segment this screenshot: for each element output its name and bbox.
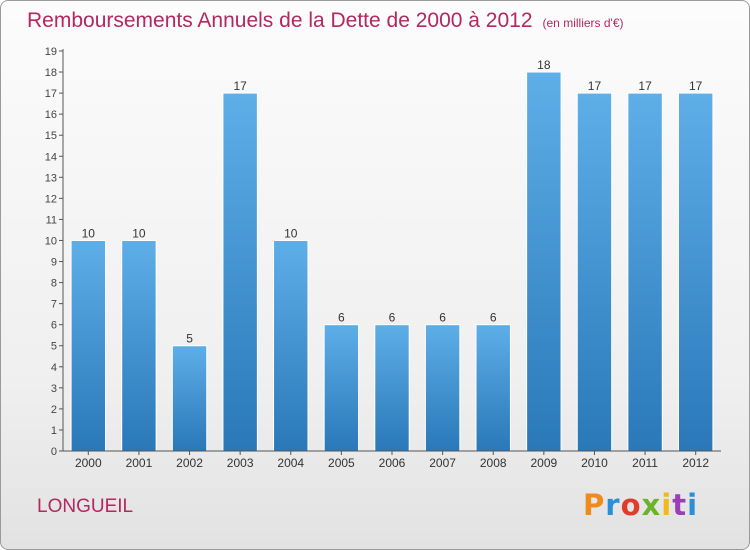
y-tick-label: 7 bbox=[51, 299, 57, 311]
y-tick-label: 9 bbox=[51, 257, 57, 269]
bar-2003 bbox=[222, 92, 258, 452]
data-label: 6 bbox=[389, 311, 396, 325]
data-label: 18 bbox=[537, 58, 551, 72]
y-tick-label: 15 bbox=[45, 130, 57, 142]
bar-2007 bbox=[424, 324, 461, 452]
logo-letter: r bbox=[605, 488, 621, 522]
x-tick-label: 2000 bbox=[75, 456, 102, 470]
y-tick-label: 3 bbox=[51, 383, 57, 395]
x-tick-label: 2004 bbox=[277, 456, 304, 470]
x-tick-label: 2002 bbox=[176, 456, 203, 470]
bar-2010 bbox=[576, 92, 613, 452]
x-tick-label: 2003 bbox=[227, 456, 254, 470]
y-tick-label: 0 bbox=[51, 446, 57, 458]
y-tick-label: 5 bbox=[51, 341, 57, 353]
chart-title: Remboursements Annuels de la Dette de 20… bbox=[27, 9, 624, 33]
bar-2001 bbox=[121, 239, 157, 452]
data-label: 17 bbox=[233, 79, 247, 93]
x-tick-label: 2012 bbox=[682, 456, 709, 470]
bar-2011 bbox=[627, 92, 663, 452]
y-tick-label: 18 bbox=[45, 67, 57, 79]
bar-2000 bbox=[70, 239, 107, 452]
x-tick-label: 2008 bbox=[480, 456, 507, 470]
y-tick-label: 12 bbox=[45, 193, 57, 205]
y-tick-label: 1 bbox=[51, 425, 57, 437]
bar-2012 bbox=[677, 92, 714, 452]
data-label: 17 bbox=[689, 79, 703, 93]
x-tick-label: 2005 bbox=[328, 456, 355, 470]
x-tick-label: 2010 bbox=[581, 456, 608, 470]
commune-name: LONGUEIL bbox=[37, 496, 134, 517]
logo-letter: o bbox=[620, 488, 642, 522]
data-label: 5 bbox=[186, 332, 193, 346]
x-tick-label: 2011 bbox=[632, 456, 658, 470]
data-label: 10 bbox=[82, 226, 96, 240]
chart-title-text: Remboursements Annuels de la Dette de 20… bbox=[27, 9, 533, 32]
y-tick-label: 10 bbox=[45, 235, 57, 247]
x-tick-label: 2001 bbox=[126, 456, 153, 470]
data-label: 17 bbox=[638, 79, 652, 93]
y-tick-label: 6 bbox=[51, 320, 57, 332]
bar-2009 bbox=[526, 71, 562, 452]
bar-2004 bbox=[273, 239, 309, 452]
y-tick-label: 19 bbox=[45, 46, 57, 58]
data-label: 6 bbox=[490, 311, 497, 325]
y-tick-label: 4 bbox=[51, 362, 57, 374]
chart-subtitle: (en milliers d'€) bbox=[542, 16, 624, 30]
logo-letter: x bbox=[641, 488, 662, 522]
y-tick-label: 16 bbox=[45, 109, 57, 121]
x-tick-label: 2006 bbox=[379, 456, 406, 470]
y-tick-label: 8 bbox=[51, 278, 57, 290]
x-tick-label: 2007 bbox=[429, 456, 456, 470]
logo-letter: i bbox=[661, 488, 673, 522]
data-label: 6 bbox=[439, 311, 446, 325]
y-tick-label: 14 bbox=[45, 151, 57, 163]
bar-2008 bbox=[475, 324, 511, 452]
logo-letter: t bbox=[672, 488, 688, 522]
x-tick-label: 2009 bbox=[530, 456, 557, 470]
proxiti-logo: Proxiti bbox=[583, 488, 698, 522]
y-tick-label: 13 bbox=[45, 172, 57, 184]
y-tick-label: 2 bbox=[51, 404, 57, 416]
data-label: 10 bbox=[132, 226, 146, 240]
bar-2002 bbox=[171, 345, 208, 452]
data-label: 17 bbox=[588, 79, 602, 93]
data-label: 6 bbox=[338, 311, 345, 325]
bars-layer bbox=[70, 71, 714, 452]
y-tick-label: 17 bbox=[45, 88, 57, 100]
bar-2006 bbox=[374, 324, 410, 452]
labels-layer: 10 10 5 17 10 6 6 6 6 18 17 17 17 bbox=[82, 58, 703, 346]
y-tick-label: 11 bbox=[46, 214, 57, 226]
logo-letter: i bbox=[687, 488, 699, 522]
logo-letter: P bbox=[583, 488, 606, 522]
data-label: 10 bbox=[284, 226, 298, 240]
bar-2005 bbox=[323, 324, 360, 452]
